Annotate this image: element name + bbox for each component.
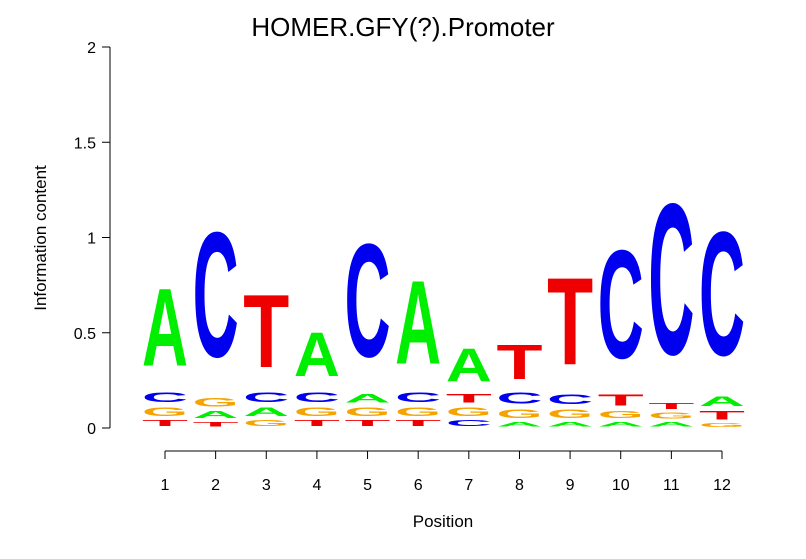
logo-letter-T: T xyxy=(648,402,694,411)
logo-letter-T: T xyxy=(446,392,492,405)
logo-letter-C: C xyxy=(699,196,745,393)
x-tick-label: 10 xyxy=(612,477,630,494)
logo-letter-A: A xyxy=(598,420,644,428)
x-axis-title: Position xyxy=(413,512,473,531)
x-tick-label: 5 xyxy=(363,477,372,494)
x-tick-label: 3 xyxy=(262,477,271,494)
logo-letter-A: A xyxy=(243,405,289,418)
logo-letter-C: C xyxy=(142,390,188,405)
x-tick-label: 7 xyxy=(464,477,473,494)
y-axis-title: Information content xyxy=(31,165,50,311)
logo-letter-G: G xyxy=(395,405,441,418)
x-tick-label: 8 xyxy=(515,477,524,494)
logo-letter-T: T xyxy=(142,419,188,428)
logo-letter-G: G xyxy=(294,405,340,418)
logo-letter-C: C xyxy=(193,196,239,394)
x-tick-label: 1 xyxy=(161,477,170,494)
logo-letter-G: G xyxy=(699,422,745,428)
logo-letter-A: A xyxy=(294,320,340,390)
logo-letter-G: G xyxy=(496,407,542,420)
logo-letter-C: C xyxy=(446,418,492,428)
logo-letter-A: A xyxy=(547,420,593,428)
y-tick-label: 0 xyxy=(87,421,96,438)
x-tick-label: 11 xyxy=(663,477,680,494)
logo-letter-T: T xyxy=(699,409,745,422)
x-ticks: 1 2 3 4 5 6 7 8 9 10 11 12 xyxy=(161,451,731,494)
logo-letter-G: G xyxy=(547,407,593,420)
logo-letter-C: C xyxy=(395,390,441,405)
logo-letter-T: T xyxy=(243,274,289,390)
logo-letter-T: T xyxy=(294,419,340,428)
x-tick-label: 4 xyxy=(312,477,321,494)
y-tick-label: 0.5 xyxy=(74,326,96,343)
logo-letter-T: T xyxy=(345,419,391,428)
logo-letter-A: A xyxy=(142,266,188,390)
x-axis: 1 2 3 4 5 6 7 8 9 10 11 12 xyxy=(161,450,731,494)
logo-letter-T: T xyxy=(496,335,542,390)
x-tick-label: 2 xyxy=(211,477,220,494)
logo-letter-A: A xyxy=(395,258,441,390)
y-tick-label: 1 xyxy=(87,231,96,248)
logo-letters: TGCATAGCGACTTGCATGACTGCACGTAAGCTAGCTAGTC… xyxy=(142,158,745,428)
logo-letter-A: A xyxy=(345,392,391,405)
logo-letter-C: C xyxy=(547,392,593,407)
logo-letter-C: C xyxy=(648,158,694,399)
logo-letter-T: T xyxy=(598,392,644,409)
x-tick-label: 12 xyxy=(713,477,731,494)
logo-letter-C: C xyxy=(294,390,340,405)
logo-letter-T: T xyxy=(547,252,593,391)
logo-letter-A: A xyxy=(648,420,694,428)
logo-letter-C: C xyxy=(345,212,391,392)
logo-letter-G: G xyxy=(243,418,289,427)
logo-letter-A: A xyxy=(446,338,492,391)
logo-letter-T: T xyxy=(193,421,239,429)
logo-letter-A: A xyxy=(699,394,745,409)
logo-letter-G: G xyxy=(648,411,694,420)
logo-letter-C: C xyxy=(496,390,542,407)
x-tick-label: 6 xyxy=(414,477,423,494)
logo-letter-G: G xyxy=(345,405,391,418)
logo-letter-A: A xyxy=(193,409,239,420)
logo-letter-G: G xyxy=(598,409,644,420)
y-tick-label: 1.5 xyxy=(74,135,96,152)
logo-letter-G: G xyxy=(446,405,492,418)
logo-letter-G: G xyxy=(193,396,239,409)
y-axis: 0 0.5 1 1.5 2 xyxy=(74,40,111,438)
logo-letter-C: C xyxy=(598,219,644,392)
logo-letter-C: C xyxy=(243,390,289,405)
chart-title: HOMER.GFY(?).Promoter xyxy=(251,12,555,42)
y-ticks: 0 0.5 1 1.5 2 xyxy=(74,40,110,438)
logo-letter-G: G xyxy=(142,405,188,418)
logo-letter-A: A xyxy=(496,420,542,428)
y-tick-label: 2 xyxy=(87,40,96,57)
x-tick-label: 9 xyxy=(566,477,575,494)
logo-letter-T: T xyxy=(395,419,441,428)
